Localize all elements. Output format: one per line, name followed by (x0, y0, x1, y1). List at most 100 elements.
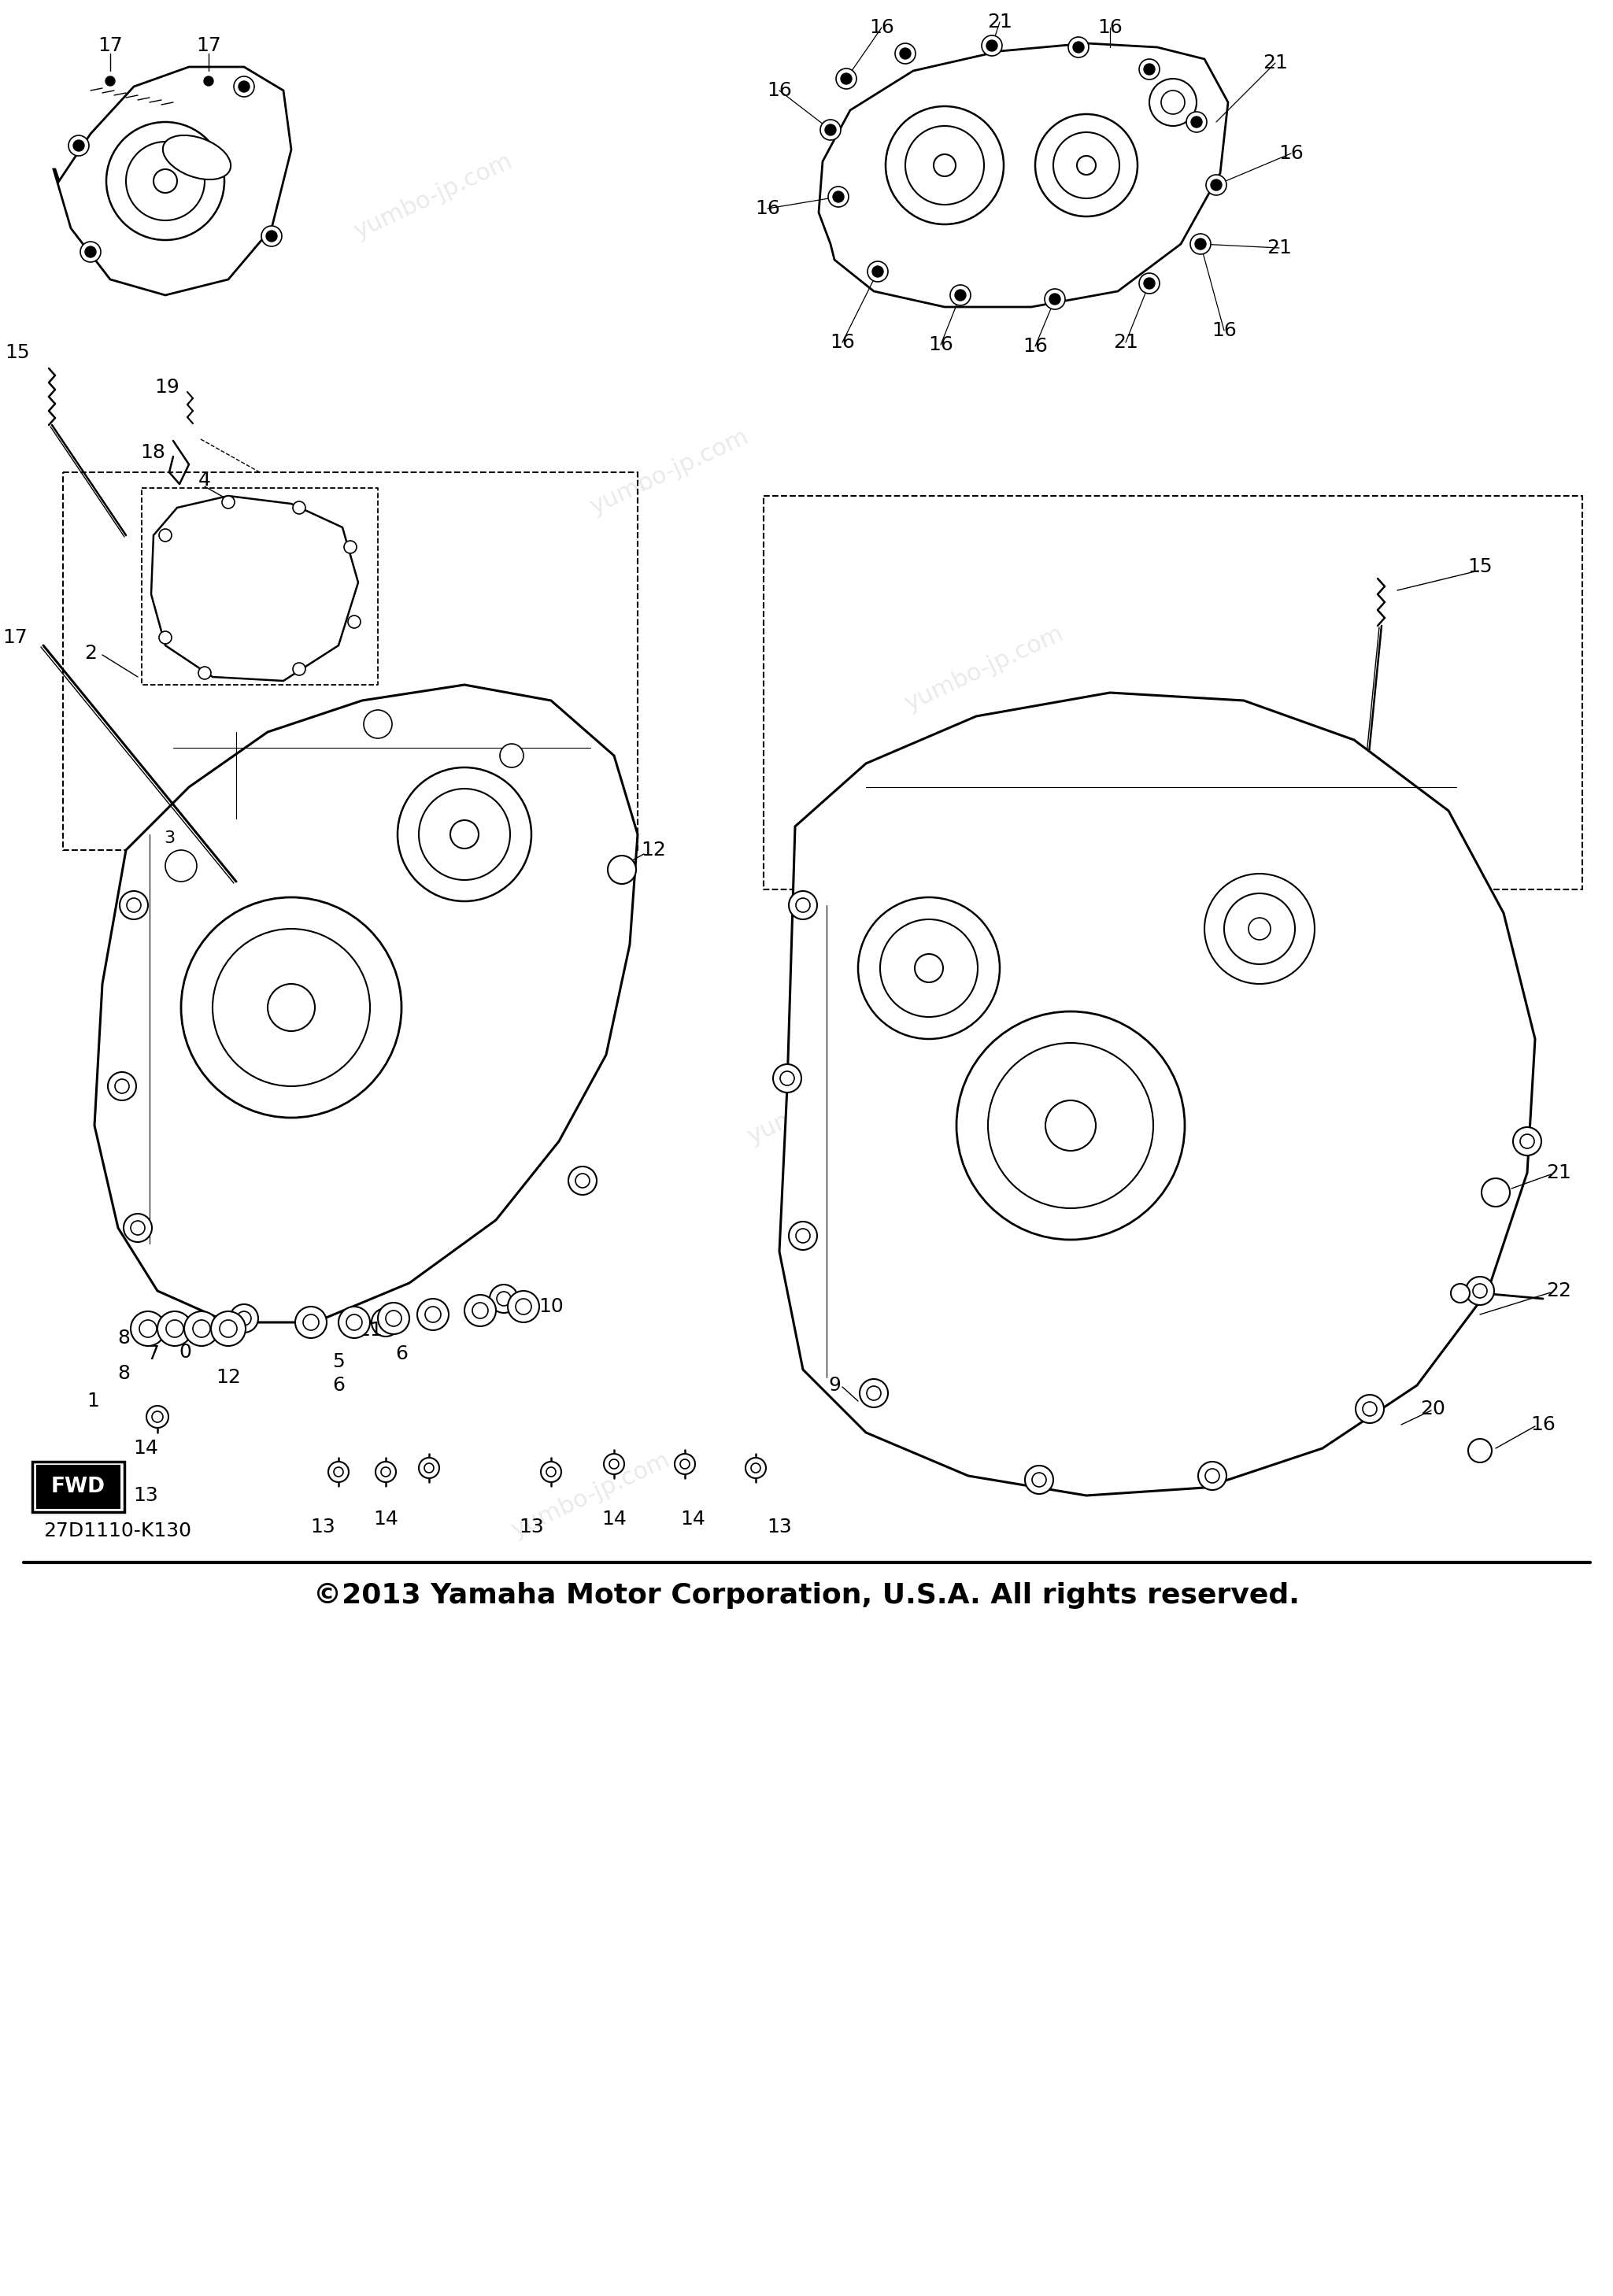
Circle shape (860, 1380, 889, 1407)
Circle shape (165, 850, 197, 882)
Circle shape (73, 140, 84, 152)
Circle shape (950, 285, 971, 305)
Circle shape (681, 1460, 690, 1469)
Circle shape (1195, 239, 1207, 250)
Circle shape (610, 1460, 619, 1469)
Text: 21: 21 (1266, 239, 1292, 257)
Circle shape (237, 1311, 252, 1325)
Circle shape (1450, 1283, 1469, 1302)
Circle shape (1211, 179, 1221, 191)
Circle shape (152, 1412, 163, 1421)
Text: 16: 16 (1023, 338, 1048, 356)
Circle shape (982, 34, 1002, 55)
Circle shape (1513, 1127, 1542, 1155)
Text: 12: 12 (216, 1368, 240, 1387)
Text: 1: 1 (87, 1391, 98, 1410)
Circle shape (166, 1320, 184, 1336)
Text: 5: 5 (332, 1352, 345, 1371)
Circle shape (450, 820, 479, 850)
Circle shape (153, 170, 177, 193)
Polygon shape (95, 684, 637, 1322)
Circle shape (603, 1453, 624, 1474)
Circle shape (139, 1320, 156, 1336)
Circle shape (858, 898, 1000, 1040)
Text: 27D1110-K130: 27D1110-K130 (44, 1522, 192, 1541)
Circle shape (1190, 234, 1211, 255)
Circle shape (424, 1463, 434, 1472)
Circle shape (85, 246, 97, 257)
Circle shape (840, 73, 852, 85)
Text: 18: 18 (140, 443, 165, 461)
Circle shape (1468, 1440, 1492, 1463)
Circle shape (194, 1320, 210, 1336)
Circle shape (905, 126, 984, 204)
Circle shape (419, 790, 510, 879)
Circle shape (1205, 875, 1315, 985)
Circle shape (608, 856, 636, 884)
Circle shape (184, 1311, 219, 1345)
Circle shape (266, 230, 277, 241)
Circle shape (1363, 1403, 1378, 1417)
Circle shape (160, 631, 171, 643)
Circle shape (339, 1306, 369, 1339)
Circle shape (68, 135, 89, 156)
Text: yumbo-jp.com: yumbo-jp.com (508, 1449, 673, 1543)
Circle shape (1050, 294, 1060, 305)
Circle shape (1205, 1469, 1219, 1483)
Circle shape (127, 898, 140, 912)
Text: yumbo-jp.com: yumbo-jp.com (350, 149, 516, 243)
Circle shape (1139, 60, 1160, 80)
Circle shape (294, 501, 305, 514)
Text: 0: 0 (179, 1343, 192, 1362)
Circle shape (379, 1316, 394, 1329)
Circle shape (934, 154, 955, 177)
Circle shape (1045, 289, 1065, 310)
Text: 3: 3 (163, 831, 174, 847)
Circle shape (1073, 41, 1084, 53)
Text: ©2013 Yamaha Motor Corporation, U.S.A. All rights reserved.: ©2013 Yamaha Motor Corporation, U.S.A. A… (313, 1582, 1298, 1609)
Circle shape (1473, 1283, 1487, 1297)
Circle shape (795, 1228, 810, 1242)
Circle shape (147, 1405, 168, 1428)
Circle shape (126, 142, 205, 220)
Circle shape (881, 918, 977, 1017)
Text: 11: 11 (358, 1320, 382, 1339)
Circle shape (886, 106, 1003, 225)
Circle shape (106, 122, 224, 241)
Circle shape (418, 1300, 448, 1329)
Polygon shape (819, 44, 1227, 308)
Circle shape (773, 1063, 802, 1093)
Circle shape (268, 985, 315, 1031)
Circle shape (426, 1306, 440, 1322)
Circle shape (371, 1309, 400, 1336)
Circle shape (1207, 174, 1226, 195)
Text: 9: 9 (827, 1375, 840, 1394)
Circle shape (1198, 1463, 1226, 1490)
Circle shape (516, 1300, 531, 1316)
Circle shape (1224, 893, 1295, 964)
Text: 15: 15 (5, 342, 31, 363)
Text: 6: 6 (332, 1375, 345, 1394)
Text: 16: 16 (1211, 321, 1237, 340)
Circle shape (1144, 278, 1155, 289)
Text: 16: 16 (755, 200, 781, 218)
Circle shape (827, 186, 848, 207)
Circle shape (576, 1173, 590, 1187)
Circle shape (824, 124, 836, 135)
Text: 17: 17 (3, 629, 27, 647)
Circle shape (500, 744, 524, 767)
Circle shape (1519, 1134, 1534, 1148)
Text: 17: 17 (197, 37, 221, 55)
Text: 16: 16 (1531, 1414, 1555, 1435)
Text: 12: 12 (640, 840, 666, 859)
FancyBboxPatch shape (37, 1465, 119, 1508)
Circle shape (795, 898, 810, 912)
Circle shape (213, 930, 369, 1086)
Circle shape (957, 1013, 1186, 1240)
Text: yumbo-jp.com: yumbo-jp.com (429, 820, 595, 912)
Text: 21: 21 (1263, 53, 1287, 73)
Circle shape (1466, 1277, 1494, 1304)
Circle shape (377, 1302, 410, 1334)
Circle shape (900, 48, 911, 60)
Circle shape (295, 1306, 327, 1339)
